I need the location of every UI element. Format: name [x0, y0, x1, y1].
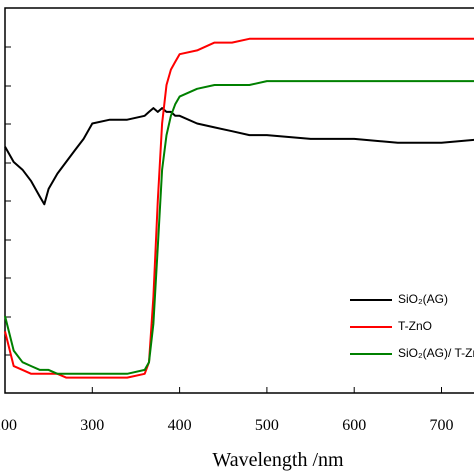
- x-axis-label: Wavelength /nm: [212, 449, 344, 471]
- legend-label: SiO₂(AG)/ T-ZnO: [398, 346, 474, 360]
- x-tick-label: 700: [430, 417, 454, 434]
- series-line: [4, 107, 474, 206]
- legend-label: SiO₂(AG): [398, 292, 448, 306]
- legend-label: T-ZnO: [398, 319, 432, 333]
- series-line: [4, 37, 474, 379]
- x-tick-label: 200: [0, 417, 17, 434]
- x-tick-label: 400: [168, 417, 192, 434]
- x-tick-label: 600: [342, 417, 366, 434]
- series-line: [4, 80, 474, 375]
- x-tick-label: 500: [255, 417, 279, 434]
- y-ticks: [5, 46, 11, 356]
- x-tick-label: 300: [80, 417, 104, 434]
- plot-frame: [4, 7, 474, 394]
